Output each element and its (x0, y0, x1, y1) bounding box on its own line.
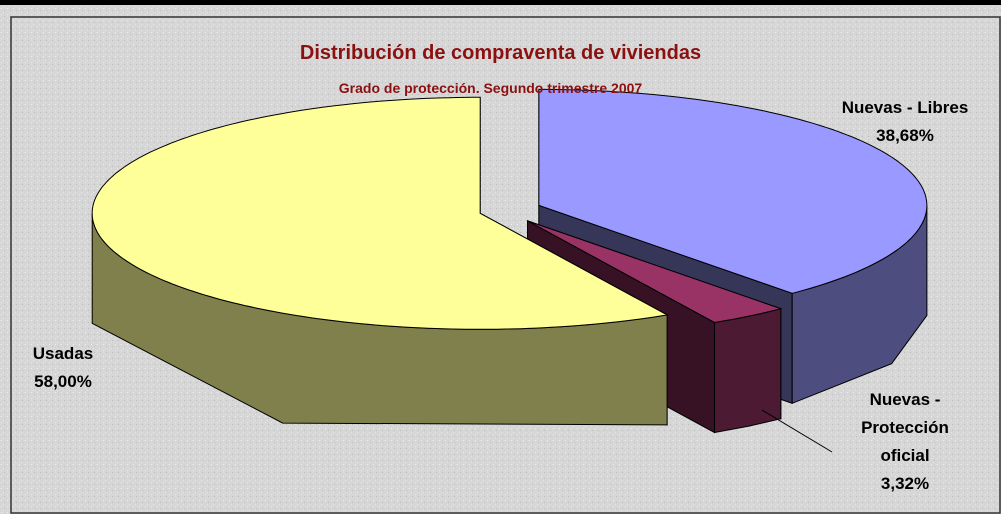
slice (538, 88, 928, 294)
top-bar (0, 0, 1001, 5)
leader-line (761, 409, 833, 453)
slice-label: Usadas 58,00% (8, 340, 118, 396)
slice-side (714, 308, 782, 434)
plot-frame (10, 16, 1001, 514)
slice-label: Nuevas - Libres 38,68% (800, 94, 1001, 150)
pie (91, 88, 928, 434)
category-name: Nuevas - Protección oficial (861, 390, 949, 465)
value-label: 38,68% (876, 126, 934, 145)
chart-subtitle: Grado de protección. Segundo trimestre 2… (338, 80, 643, 96)
slice (527, 220, 783, 324)
slice-label: Nuevas - Protección oficial 3,32% (840, 386, 970, 498)
value-label: 58,00% (34, 372, 92, 391)
category-name: Nuevas - Libres (841, 98, 969, 117)
value-label: 3,32% (880, 474, 930, 493)
chart-title: Distribución de compraventa de viviendas (299, 42, 702, 64)
category-name: Usadas (32, 344, 94, 363)
slice (91, 96, 669, 330)
